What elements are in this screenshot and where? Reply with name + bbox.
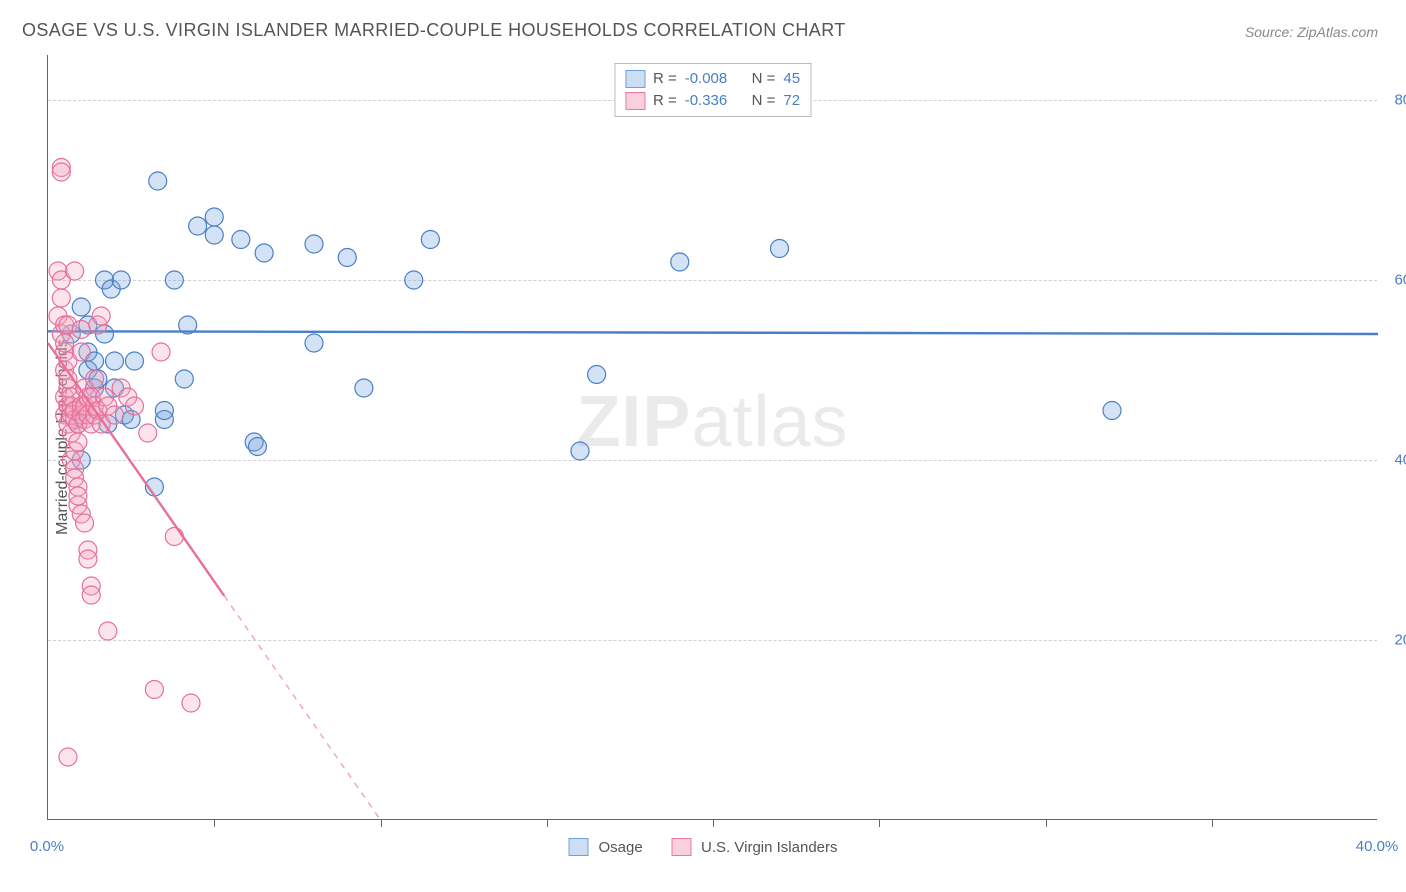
r-value-usvi: -0.336 [685, 90, 728, 112]
data-point [205, 208, 223, 226]
x-tick [1046, 819, 1047, 827]
data-point [106, 352, 124, 370]
data-point [165, 528, 183, 546]
data-point [66, 262, 84, 280]
data-point [82, 586, 100, 604]
legend-row-osage: R = -0.008 N = 45 [625, 68, 800, 90]
data-point [69, 487, 87, 505]
data-point [125, 397, 143, 415]
n-value-usvi: 72 [783, 90, 800, 112]
data-point [79, 550, 97, 568]
data-point [72, 321, 90, 339]
data-point [571, 442, 589, 460]
data-point [305, 235, 323, 253]
r-label: R = [653, 90, 677, 112]
data-point [112, 271, 130, 289]
swatch-icon [569, 838, 589, 856]
x-tick [1212, 819, 1213, 827]
n-value-osage: 45 [783, 68, 800, 90]
data-point [59, 748, 77, 766]
data-point [182, 694, 200, 712]
x-tick [713, 819, 714, 827]
data-point [355, 379, 373, 397]
data-point [671, 253, 689, 271]
data-point [139, 424, 157, 442]
data-point [72, 298, 90, 316]
source-name: ZipAtlas.com [1297, 24, 1378, 40]
data-point [189, 217, 207, 235]
data-point [56, 334, 74, 352]
n-label: N = [752, 68, 776, 90]
x-tick [879, 819, 880, 827]
data-point [76, 514, 94, 532]
data-point [99, 622, 117, 640]
data-point [125, 352, 143, 370]
data-point [248, 438, 266, 456]
data-point [52, 289, 70, 307]
swatch-icon [671, 838, 691, 856]
x-tick-label: 40.0% [1356, 838, 1399, 855]
data-point [1103, 402, 1121, 420]
data-point [255, 244, 273, 262]
y-tick-label: 20.0% [1382, 632, 1406, 649]
data-point [155, 402, 173, 420]
chart-title: OSAGE VS U.S. VIRGIN ISLANDER MARRIED-CO… [22, 20, 846, 41]
data-point [421, 231, 439, 249]
source-prefix: Source: [1245, 24, 1297, 40]
data-point [145, 681, 163, 699]
swatch-icon [625, 70, 645, 88]
data-point [92, 307, 110, 325]
x-tick [547, 819, 548, 827]
r-label: R = [653, 68, 677, 90]
data-point [175, 370, 193, 388]
x-tick [214, 819, 215, 827]
legend-item-usvi: U.S. Virgin Islanders [701, 839, 837, 856]
y-tick-label: 80.0% [1382, 92, 1406, 109]
series-legend: Osage U.S. Virgin Islanders [569, 838, 838, 856]
legend-row-usvi: R = -0.336 N = 72 [625, 90, 800, 112]
data-point [72, 343, 90, 361]
r-value-osage: -0.008 [685, 68, 728, 90]
data-point [149, 172, 167, 190]
data-point [106, 406, 124, 424]
plot-area: ZIPatlas R = -0.008 N = 45 R = -0.336 N … [47, 55, 1377, 820]
data-point [588, 366, 606, 384]
data-point [232, 231, 250, 249]
n-label: N = [752, 90, 776, 112]
data-point [69, 433, 87, 451]
data-point [86, 370, 104, 388]
source-attribution: Source: ZipAtlas.com [1245, 24, 1378, 40]
data-point [52, 163, 70, 181]
data-point [405, 271, 423, 289]
y-tick-label: 40.0% [1382, 452, 1406, 469]
y-tick-label: 60.0% [1382, 272, 1406, 289]
trend-line-extrapolated [224, 596, 380, 820]
data-point [165, 271, 183, 289]
data-point [305, 334, 323, 352]
x-tick [381, 819, 382, 827]
data-point [338, 249, 356, 267]
data-point [152, 343, 170, 361]
chart-svg [48, 55, 1377, 819]
trend-line [48, 331, 1378, 334]
swatch-icon [625, 92, 645, 110]
legend-item-osage: Osage [599, 839, 643, 856]
correlation-legend: R = -0.008 N = 45 R = -0.336 N = 72 [614, 63, 811, 117]
x-tick-label: 0.0% [30, 838, 64, 855]
data-point [205, 226, 223, 244]
data-point [771, 240, 789, 258]
